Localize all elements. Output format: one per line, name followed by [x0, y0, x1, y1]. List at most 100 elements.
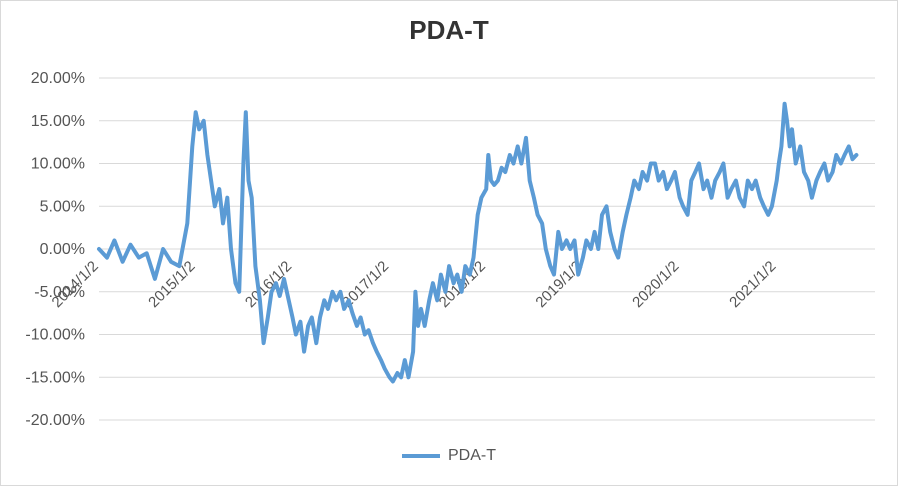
data-point — [432, 282, 434, 285]
data-point — [359, 316, 362, 319]
data-point — [145, 252, 148, 255]
data-point — [851, 158, 854, 160]
data-point — [686, 214, 689, 216]
data-point — [553, 273, 555, 276]
data-point — [557, 231, 560, 233]
data-point — [641, 171, 644, 173]
data-point — [339, 291, 342, 293]
data-point — [706, 179, 708, 182]
data-point — [823, 162, 826, 165]
data-point — [464, 265, 467, 267]
data-point — [162, 248, 164, 250]
data-point — [840, 162, 842, 165]
data-point — [202, 120, 205, 122]
data-point — [254, 265, 257, 267]
data-point — [590, 248, 592, 250]
data-point — [476, 214, 479, 216]
data-point — [569, 248, 571, 250]
data-point — [154, 278, 156, 280]
data-point — [412, 350, 414, 353]
data-point — [407, 376, 410, 379]
data-point — [783, 102, 786, 105]
data-point — [617, 256, 619, 259]
data-point — [799, 145, 802, 148]
data-point — [194, 111, 197, 113]
data-point — [367, 329, 370, 332]
data-point — [605, 205, 608, 208]
data-point — [238, 291, 240, 293]
data-point — [270, 291, 273, 293]
data-point — [771, 205, 773, 208]
data-point — [573, 239, 576, 242]
data-point — [191, 145, 194, 148]
data-point — [335, 299, 338, 302]
data-point — [512, 162, 515, 165]
data-point — [383, 367, 386, 370]
data-point — [323, 299, 326, 302]
data-point — [291, 316, 294, 319]
data-point — [480, 196, 483, 199]
x-tick-label: 2015/1/2 — [145, 258, 198, 311]
data-point — [759, 196, 761, 199]
data-point — [311, 316, 313, 319]
data-point — [414, 291, 417, 293]
y-tick-label: -10.00% — [25, 327, 85, 344]
data-point — [487, 154, 490, 156]
data-point — [516, 145, 519, 148]
x-tick-label: 2021/1/2 — [726, 258, 779, 311]
data-point — [420, 308, 422, 310]
data-point — [497, 179, 499, 182]
legend-swatch — [402, 454, 440, 458]
data-point — [490, 179, 492, 182]
data-point — [230, 248, 232, 250]
data-point — [247, 179, 250, 182]
y-tick-label: -20.00% — [25, 412, 85, 429]
data-point — [198, 128, 200, 131]
chart-title: PDA-T — [409, 15, 489, 45]
data-point — [392, 380, 394, 383]
data-point — [121, 261, 124, 263]
data-point — [299, 320, 302, 323]
data-point — [372, 342, 374, 344]
data-point — [267, 316, 269, 319]
data-point — [186, 222, 189, 225]
data-point — [400, 376, 402, 379]
data-point — [613, 248, 616, 250]
data-point — [585, 239, 588, 242]
data-point — [343, 308, 345, 310]
data-point — [690, 179, 693, 182]
data-point — [234, 282, 237, 285]
data-point — [493, 184, 496, 186]
data-point — [597, 248, 600, 250]
data-point — [714, 179, 716, 182]
data-point — [404, 359, 406, 361]
data-point — [735, 179, 737, 182]
data-point — [525, 137, 527, 139]
data-point — [509, 154, 511, 156]
data-point — [331, 291, 334, 293]
data-point — [283, 278, 285, 280]
data-point — [417, 325, 419, 327]
data-point — [278, 295, 281, 297]
data-point — [582, 256, 584, 259]
data-point — [380, 359, 382, 361]
data-point — [375, 350, 378, 353]
y-tick-label: 10.00% — [31, 156, 85, 173]
data-point — [472, 256, 475, 259]
data-point — [222, 222, 224, 225]
y-tick-label: 0.00% — [40, 241, 85, 258]
data-point — [778, 162, 780, 165]
data-point — [469, 273, 471, 276]
data-point — [545, 248, 547, 250]
data-point — [170, 261, 172, 263]
data-point — [794, 162, 797, 165]
y-tick-label: -15.00% — [25, 369, 85, 386]
data-point — [775, 179, 778, 182]
y-tick-label: 20.00% — [31, 70, 85, 87]
data-point — [786, 120, 788, 122]
data-point — [827, 179, 829, 182]
data-point — [682, 205, 684, 208]
data-point — [129, 243, 132, 246]
data-point — [250, 196, 253, 199]
data-point — [536, 214, 539, 216]
